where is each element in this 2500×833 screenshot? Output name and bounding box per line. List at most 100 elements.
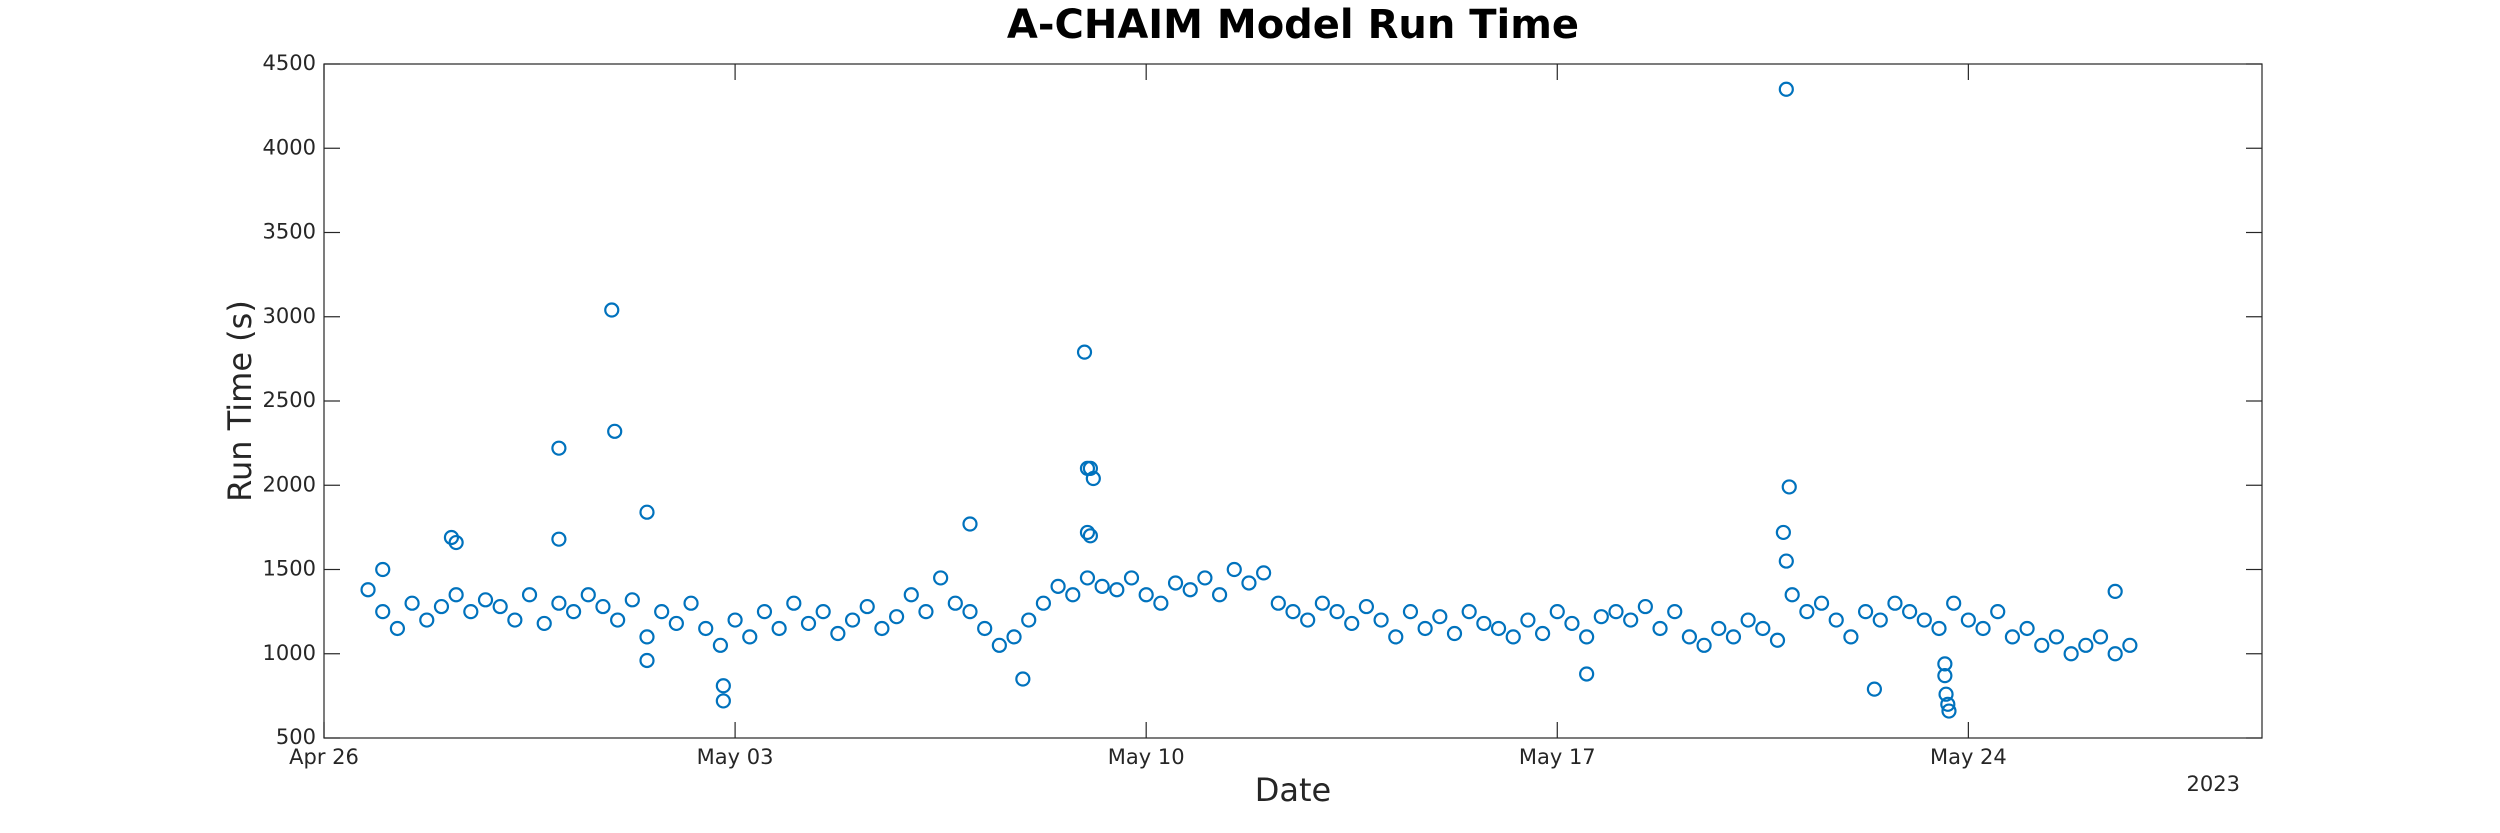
data-point xyxy=(888,609,905,625)
data-point xyxy=(1211,587,1228,603)
data-point xyxy=(1534,625,1551,642)
data-point xyxy=(1015,671,1031,687)
data-point xyxy=(607,423,623,439)
data-point xyxy=(1344,615,1360,632)
data-point xyxy=(800,615,817,632)
x-year-label: 2023 xyxy=(2187,772,2240,796)
y-tick-label: 3500 xyxy=(263,220,316,244)
data-point xyxy=(903,587,919,603)
data-point xyxy=(580,587,596,603)
y-tick-label: 2000 xyxy=(263,472,316,496)
chart-title: A-CHAIM Model Run Time xyxy=(1007,2,1579,48)
x-tick-label: May 03 xyxy=(697,745,774,769)
data-point xyxy=(624,592,640,608)
data-point xyxy=(1079,570,1096,586)
data-point xyxy=(1329,604,1345,620)
data-point xyxy=(1021,612,1037,628)
data-point xyxy=(2122,637,2138,653)
data-point xyxy=(1887,595,1903,611)
data-point xyxy=(1082,528,1098,544)
data-point xyxy=(2078,637,2094,653)
data-point xyxy=(815,604,831,620)
x-tick-label: May 17 xyxy=(1519,745,1596,769)
y-tick-label: 4000 xyxy=(263,135,316,159)
data-point xyxy=(639,629,655,645)
data-point xyxy=(1937,668,1953,684)
data-point xyxy=(375,561,391,578)
data-point xyxy=(962,604,978,620)
data-point xyxy=(1857,604,1874,620)
data-point xyxy=(1006,629,1022,645)
data-point xyxy=(375,604,391,620)
y-tick-label: 1000 xyxy=(263,641,316,665)
y-tick-label: 3000 xyxy=(263,304,316,328)
data-point xyxy=(1050,578,1066,594)
data-point xyxy=(1153,595,1169,611)
y-tick-label: 4500 xyxy=(263,51,316,75)
data-point xyxy=(742,629,758,645)
data-point xyxy=(1778,81,1794,97)
data-point xyxy=(844,612,861,628)
data-point xyxy=(610,612,626,628)
data-point xyxy=(2107,646,2123,662)
data-point xyxy=(1778,553,1794,569)
data-point xyxy=(1256,565,1272,581)
data-point xyxy=(1696,637,1712,653)
data-point xyxy=(1937,656,1953,672)
data-point xyxy=(1990,604,2006,620)
data-point xyxy=(1138,587,1154,603)
data-point xyxy=(2107,583,2123,600)
data-point xyxy=(1505,629,1521,645)
data-point xyxy=(1813,595,1830,611)
data-point xyxy=(521,587,538,603)
data-point xyxy=(1476,615,1492,632)
data-point xyxy=(1167,575,1184,591)
data-point xyxy=(1652,620,1668,637)
data-point xyxy=(1065,587,1081,603)
data-point xyxy=(2048,629,2065,645)
data-point xyxy=(551,440,567,456)
data-point xyxy=(1623,612,1639,628)
data-point xyxy=(1358,598,1375,615)
data-point xyxy=(1681,629,1698,645)
data-point xyxy=(1940,696,1956,712)
data-point xyxy=(1285,604,1301,620)
data-point xyxy=(1579,666,1595,682)
data-point xyxy=(1520,612,1536,628)
data-point xyxy=(1781,479,1797,495)
data-point xyxy=(1490,620,1507,637)
data-point xyxy=(1784,587,1800,603)
x-tick-label: May 24 xyxy=(1930,745,2007,769)
data-point xyxy=(1094,578,1110,594)
data-point xyxy=(1241,575,1257,591)
data-point xyxy=(2004,629,2021,645)
data-point xyxy=(1843,629,1859,645)
data-point xyxy=(1769,632,1786,648)
data-point xyxy=(977,620,993,637)
data-point xyxy=(1432,609,1448,625)
data-point xyxy=(786,595,802,611)
data-point xyxy=(991,637,1007,653)
data-point xyxy=(492,598,508,615)
data-point xyxy=(756,604,773,620)
data-point xyxy=(639,652,655,669)
data-point xyxy=(1938,686,1954,702)
data-point xyxy=(712,637,729,653)
data-point xyxy=(1373,612,1389,628)
data-point xyxy=(698,620,714,637)
data-point xyxy=(433,598,450,615)
data-point xyxy=(1667,604,1683,620)
data-point xyxy=(668,615,684,632)
data-point xyxy=(715,678,731,694)
data-point xyxy=(551,595,567,611)
data-point xyxy=(947,595,963,611)
data-point xyxy=(1872,612,1888,628)
data-point xyxy=(639,504,655,520)
data-point xyxy=(443,529,460,546)
data-point xyxy=(389,620,406,637)
data-point xyxy=(565,604,582,620)
y-tick-label: 500 xyxy=(276,725,316,749)
data-point xyxy=(551,531,567,547)
data-point xyxy=(1182,582,1198,598)
data-point xyxy=(1197,570,1213,586)
